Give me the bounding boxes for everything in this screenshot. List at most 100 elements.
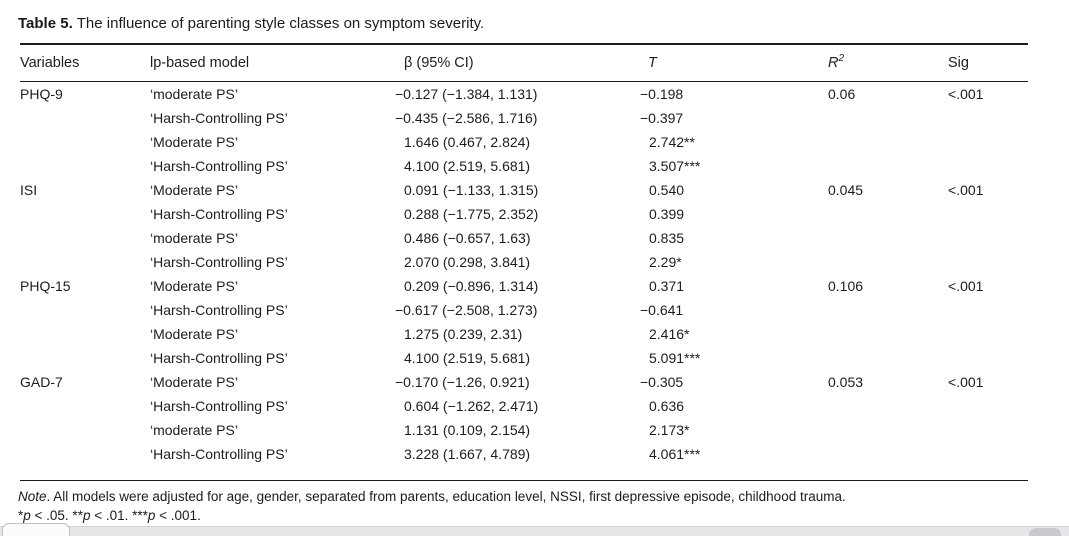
column-header-model: lp-based model: [150, 44, 395, 82]
cell-beta: 1.131 (0.109, 2.154): [404, 422, 531, 438]
cell-sig: <.001: [948, 182, 984, 198]
cell-model: ‘Harsh-Controlling PS’: [150, 206, 288, 222]
table-row: PHQ-9 ‘moderate PS’ −0.127 (−1.384, 1.131)…: [20, 82, 1028, 107]
status-bubble: [2, 523, 70, 536]
cell-model: ‘moderate PS’: [150, 86, 238, 102]
table-row: ISI ‘Moderate PS’ 0.091 (−1.133, 1.315) 0.5…: [20, 178, 1028, 202]
table-note: Note. All models were adjusted for age, …: [18, 487, 1049, 506]
table-header-row: Variables lp-based model β (95% CI) T R2 Sig: [20, 44, 1028, 82]
note-body: . All models were adjusted for age, gend…: [46, 489, 846, 504]
cell-model: ‘Harsh-Controlling PS’: [150, 158, 288, 174]
cell-sig: [948, 154, 1028, 178]
cell-variable: [20, 322, 150, 346]
note-lead: Note: [18, 489, 47, 504]
table-row: ‘Harsh-Controlling PS’ 4.100 (2.519, 5.68…: [20, 346, 1028, 370]
cell-sig: [948, 418, 1028, 442]
cell-t: 2.173*: [649, 422, 690, 438]
cell-model: ‘Moderate PS’: [150, 182, 238, 198]
cell-t: 4.061***: [649, 446, 701, 462]
cell-r2: 0.06: [828, 86, 856, 102]
cell-t: −0.397: [640, 110, 684, 126]
cell-sig: [948, 346, 1028, 370]
cell-variable: [20, 418, 150, 442]
cell-model: ‘Harsh-Controlling PS’: [150, 446, 288, 462]
cell-sig: [948, 322, 1028, 346]
cell-t: −0.198: [640, 86, 684, 102]
cell-beta: 2.070 (0.298, 3.841): [404, 254, 531, 270]
horizontal-scrollbar-thumb[interactable]: [1029, 528, 1061, 536]
cell-sig: <.001: [948, 278, 984, 294]
column-header-beta: β (95% CI): [395, 44, 640, 82]
cell-model: ‘Harsh-Controlling PS’: [150, 302, 288, 318]
cell-beta: 0.604 (−1.262, 2.471): [404, 398, 539, 414]
table-number: Table 5.: [18, 15, 73, 32]
results-table: Variables lp-based model β (95% CI) T R2 Sig …: [20, 43, 1028, 481]
table-row: ‘Harsh-Controlling PS’ 0.604 (−1.262, 2.4…: [20, 394, 1028, 418]
cell-sig: [948, 130, 1028, 154]
cell-sig: [948, 106, 1028, 130]
cell-r2: [828, 130, 948, 154]
cell-model: ‘Moderate PS’: [150, 326, 238, 342]
cell-beta: 0.486 (−0.657, 1.63): [404, 230, 531, 246]
cell-t: 5.091***: [649, 350, 701, 366]
cell-model: ‘Moderate PS’: [150, 278, 238, 294]
cell-variable: [20, 130, 150, 154]
cell-variable: [20, 346, 150, 370]
cell-sig: [948, 250, 1028, 274]
cell-variable: [20, 106, 150, 130]
table-row: ‘Harsh-Controlling PS’ 4.100 (2.519, 5.68…: [20, 154, 1028, 178]
cell-sig: <.001: [948, 374, 984, 390]
cell-t: −0.641: [640, 302, 684, 318]
cell-sig: <.001: [948, 86, 984, 102]
cell-model: ‘Harsh-Controlling PS’: [150, 110, 288, 126]
cell-t: −0.305: [640, 374, 684, 390]
cell-r2: [828, 346, 948, 370]
column-header-variable: Variables: [20, 44, 150, 82]
cell-beta: 0.091 (−1.133, 1.315): [404, 182, 539, 198]
cell-r2: 0.045: [828, 182, 864, 198]
table-title: Table 5. The influence of parenting style…: [18, 13, 1049, 34]
cell-beta: 3.228 (1.667, 4.789): [404, 446, 531, 462]
table-row: ‘Harsh-Controlling PS’ −0.617 (−2.508, 1.…: [20, 298, 1028, 322]
table-row: GAD-7 ‘Moderate PS’ −0.170 (−1.26, 0.921) −…: [20, 370, 1028, 394]
cell-beta: 1.646 (0.467, 2.824): [404, 134, 531, 150]
cell-variable: ISI: [20, 182, 38, 198]
cell-t: 2.416*: [649, 326, 690, 342]
table-row: ‘Harsh-Controlling PS’ 3.228 (1.667, 4.78…: [20, 442, 1028, 481]
table-row: ‘Harsh-Controlling PS’ 0.288 (−1.775, 2.3…: [20, 202, 1028, 226]
table-row: ‘Harsh-Controlling PS’ 2.070 (0.298, 3.84…: [20, 250, 1028, 274]
cell-variable: GAD-7: [20, 374, 63, 390]
cell-t: 0.540: [649, 182, 685, 198]
table-row: ‘moderate PS’ 1.131 (0.109, 2.154) 2.173*: [20, 418, 1028, 442]
cell-model: ‘moderate PS’: [150, 230, 238, 246]
table-row: ‘Moderate PS’ 1.646 (0.467, 2.824) 2.742**: [20, 130, 1028, 154]
cell-r2: [828, 322, 948, 346]
horizontal-scrollbar-track[interactable]: [0, 526, 1069, 536]
cell-t: 2.742**: [649, 134, 695, 150]
cell-variable: [20, 226, 150, 250]
cell-model: ‘moderate PS’: [150, 422, 238, 438]
cell-beta: 4.100 (2.519, 5.681): [404, 158, 531, 174]
cell-t: 3.507***: [649, 158, 701, 174]
column-header-t: T: [640, 44, 828, 82]
cell-variable: PHQ-15: [20, 278, 71, 294]
cell-beta: −0.617 (−2.508, 1.273): [395, 302, 538, 318]
cell-variable: [20, 202, 150, 226]
table-row: PHQ-15 ‘Moderate PS’ 0.209 (−0.896, 1.314)…: [20, 274, 1028, 298]
cell-beta: 0.288 (−1.775, 2.352): [404, 206, 539, 222]
cell-variable: [20, 298, 150, 322]
cell-sig: [948, 202, 1028, 226]
cell-r2: [828, 202, 948, 226]
cell-r2: 0.053: [828, 374, 864, 390]
cell-t: 0.636: [649, 398, 685, 414]
table-caption: The influence of parenting style classes…: [76, 15, 485, 32]
cell-r2: [828, 250, 948, 274]
cell-variable: PHQ-9: [20, 86, 63, 102]
cell-r2: [828, 226, 948, 250]
cell-model: ‘Moderate PS’: [150, 134, 238, 150]
cell-variable: [20, 442, 150, 481]
cell-t: 0.835: [649, 230, 685, 246]
cell-model: ‘Harsh-Controlling PS’: [150, 254, 288, 270]
cell-model: ‘Harsh-Controlling PS’: [150, 350, 288, 366]
table-body: PHQ-9 ‘moderate PS’ −0.127 (−1.384, 1.131)…: [20, 82, 1028, 481]
